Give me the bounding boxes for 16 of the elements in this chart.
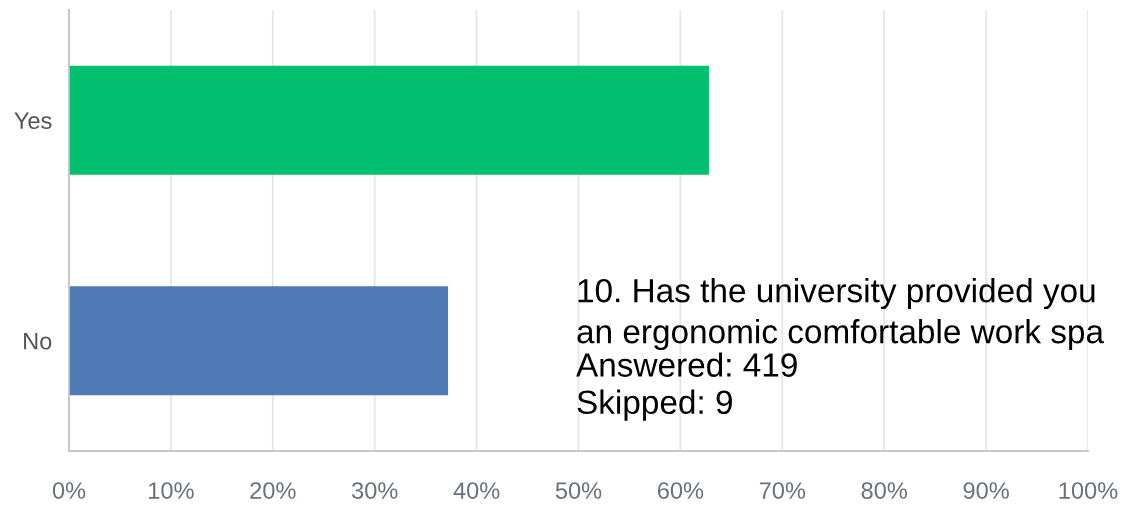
y-tick-label: Yes (14, 112, 52, 130)
x-tick-label: 70% (759, 482, 806, 499)
annotation: Skipped: 9 (577, 389, 732, 421)
x-tick-label: 10% (149, 482, 194, 499)
x-tick-label: 40% (453, 482, 500, 499)
x-tick-label: 50% (555, 482, 602, 499)
x-tick-label: 20% (250, 482, 296, 499)
x-tick-label: 0% (52, 482, 86, 499)
x-tick-label: 80% (861, 482, 907, 499)
x-tick-label: 60% (657, 482, 704, 499)
y-tick-label: No (24, 333, 52, 350)
x-tick-label: 100% (1059, 482, 1118, 499)
x-tick-label: 90% (963, 482, 1009, 499)
annotation: 10. Has the university provided you an ergonomic comfortable work spa (577, 278, 1105, 351)
x-tick-label: 30% (351, 482, 398, 499)
annotation: Answered: 419 (576, 352, 797, 377)
